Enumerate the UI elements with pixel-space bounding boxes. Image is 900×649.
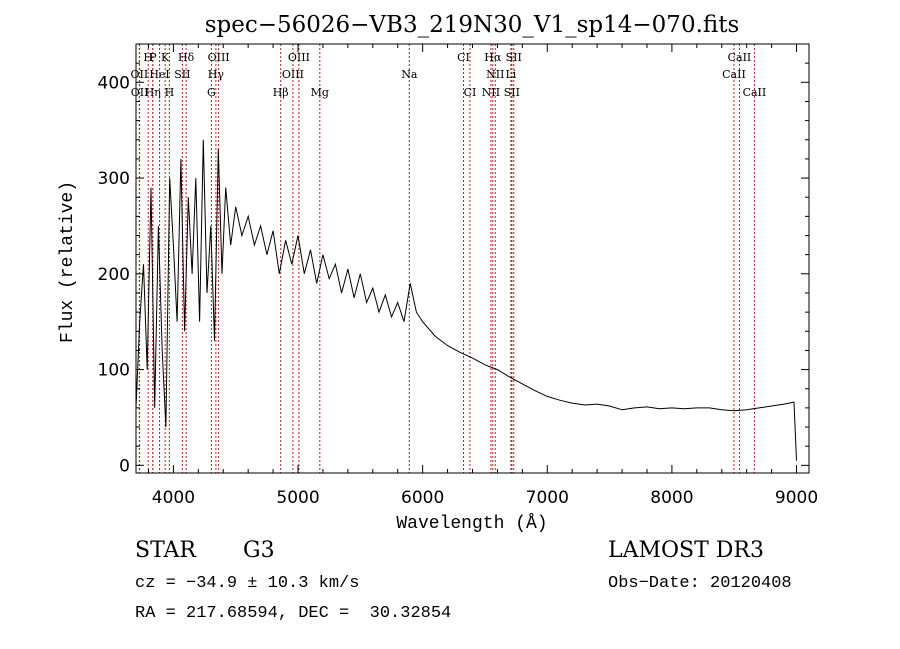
line-label: G (207, 86, 216, 99)
line-label: SII (174, 68, 190, 81)
chart-title: spec−56026−VB3_219N30_V1_sp14−070.fits (205, 12, 740, 38)
observation-date: Obs−Date: 20120408 (608, 574, 792, 593)
x-axis-label: Wavelength (Å) (396, 513, 547, 534)
line-label: Hβ (273, 86, 289, 99)
axes: 4000 5000 6000 7000 8000 9000 0 100 200 300 400 (98, 44, 818, 508)
line-label: Hη (145, 86, 161, 99)
line-label: OIII (282, 68, 304, 81)
y-tick-label: 300 (98, 169, 130, 189)
line-label: OIII (288, 51, 310, 64)
line-label: CaII (743, 86, 767, 99)
x-tick-label: 4000 (152, 488, 195, 508)
line-label: HeI (149, 68, 169, 81)
line-label: Li (505, 68, 516, 81)
object-subclass: G3 (243, 538, 275, 563)
x-tick-label: 8000 (650, 488, 693, 508)
survey-name: LAMOST DR3 (608, 538, 764, 563)
line-label: NII (486, 68, 504, 81)
x-tick-label: 5000 (276, 488, 319, 508)
line-label: P (149, 51, 157, 64)
y-tick-label: 400 (98, 73, 130, 93)
y-tick-label: 100 (98, 361, 130, 381)
line-label: OII (131, 86, 149, 99)
line-label: CaII (722, 68, 746, 81)
spectrum-line (135, 139, 797, 461)
line-label: OIII (208, 51, 230, 64)
x-tick-label: 9000 (775, 488, 818, 508)
x-tick-label: 6000 (401, 488, 444, 508)
line-label: Na (401, 68, 418, 81)
spectrum-line-group (135, 139, 797, 461)
line-label: Hγ (208, 68, 225, 81)
line-label: K (161, 51, 170, 64)
line-label: CaII (728, 51, 752, 64)
plot-frame (135, 43, 810, 474)
y-axis-label: Flux (relative) (58, 181, 78, 343)
line-label: SII (504, 86, 520, 99)
line-label: CI (464, 86, 477, 99)
line-label: Hδ (178, 51, 195, 64)
line-label: CI (457, 51, 470, 64)
object-class: STAR (135, 538, 196, 563)
line-label: H (143, 51, 153, 64)
line-label: OII (131, 68, 149, 81)
line-label: H (165, 86, 175, 99)
y-tick-label: 0 (119, 456, 130, 476)
line-label: Hα (484, 51, 502, 64)
line-label: NII (482, 86, 500, 99)
redshift-velocity: cz = −34.9 ± 10.3 km/s (135, 574, 360, 593)
line-label: Mg (311, 86, 329, 99)
x-tick-label: 7000 (526, 488, 569, 508)
emission-line-markers (138, 44, 755, 473)
line-label: SII (506, 51, 522, 64)
y-tick-label: 200 (98, 265, 130, 285)
coordinates: RA = 217.68594, DEC = 30.32854 (135, 604, 452, 623)
